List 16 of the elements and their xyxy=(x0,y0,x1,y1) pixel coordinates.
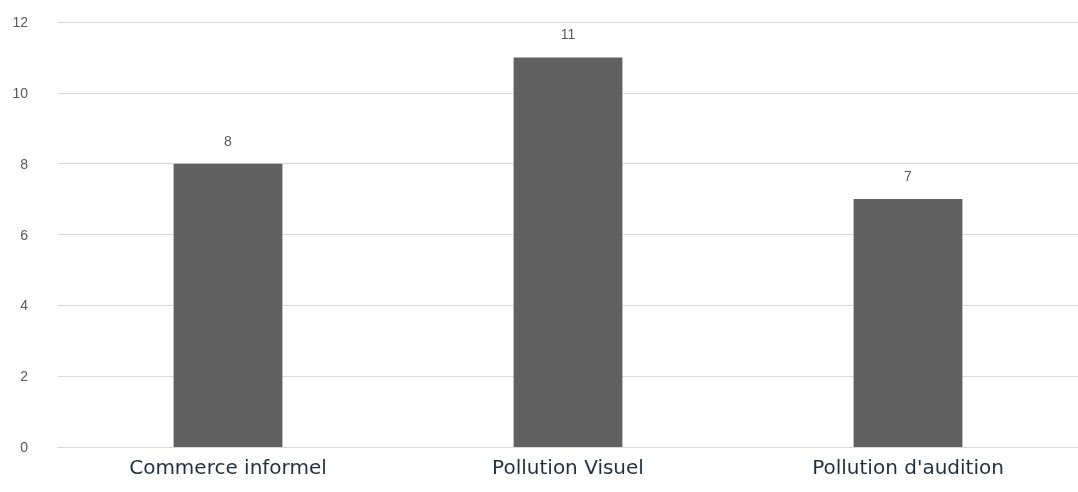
x-tick-label: Commerce informel xyxy=(129,455,327,479)
y-tick-label: 2 xyxy=(20,368,29,385)
data-label: 11 xyxy=(560,26,576,43)
x-tick-label: Pollution d'audition xyxy=(812,455,1004,479)
bar xyxy=(513,57,623,447)
data-label: 7 xyxy=(904,168,913,185)
bar xyxy=(853,199,963,447)
y-tick-label: 10 xyxy=(12,84,29,101)
x-tick-label: Pollution Visuel xyxy=(492,455,644,479)
y-tick-label: 8 xyxy=(20,155,29,172)
y-tick-label: 0 xyxy=(20,439,29,455)
y-tick-label: 4 xyxy=(20,297,29,314)
y-tick-label: 12 xyxy=(12,14,29,30)
bar xyxy=(173,163,283,447)
y-tick-label: 6 xyxy=(20,226,29,243)
data-label: 8 xyxy=(224,132,233,149)
